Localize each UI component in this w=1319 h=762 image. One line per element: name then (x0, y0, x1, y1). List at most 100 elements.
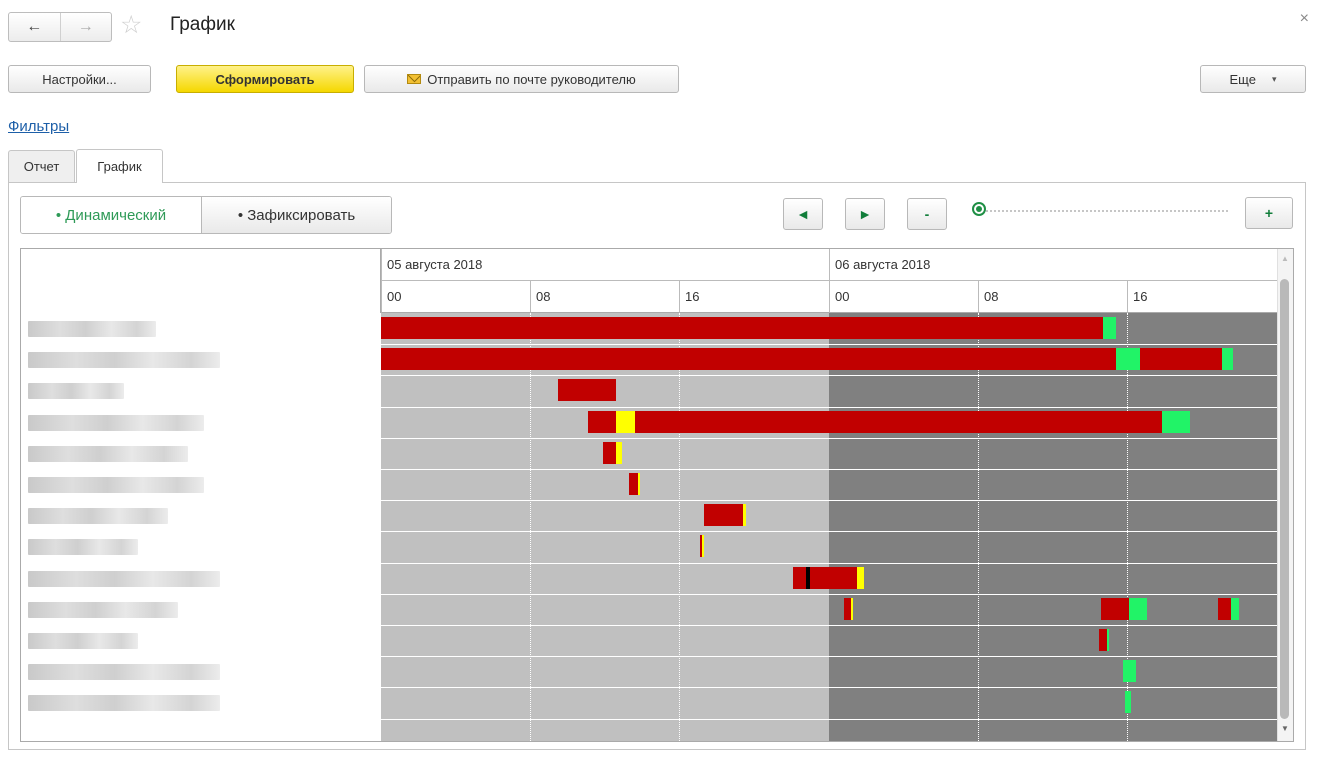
tab-chart-label: График (97, 159, 142, 174)
resource-name-redacted (28, 477, 204, 493)
zoom-slider-handle[interactable] (972, 202, 986, 216)
day-background (381, 313, 829, 741)
resource-name-redacted (28, 571, 220, 587)
gantt-bar-green[interactable] (1123, 660, 1137, 682)
resource-name-redacted (28, 664, 220, 680)
close-icon[interactable]: × (1299, 10, 1309, 27)
resource-name-redacted (28, 383, 124, 399)
gantt-row-separator (21, 563, 1277, 564)
resource-name-redacted (28, 352, 220, 368)
hour-header: 00 (829, 281, 978, 313)
gantt-bar-green[interactable] (1115, 348, 1140, 370)
resource-name-redacted (28, 695, 220, 711)
gantt-bar-yellow[interactable] (616, 411, 635, 433)
more-button-label: Еще (1229, 71, 1256, 87)
hour-header: 00 (381, 281, 530, 313)
scrollbar-thumb[interactable] (1280, 279, 1289, 719)
gantt-bar-green[interactable] (1128, 598, 1148, 620)
gantt-bar-red[interactable] (1140, 348, 1223, 370)
gantt-bar-green[interactable] (1222, 348, 1234, 370)
gantt-bar-black[interactable] (806, 567, 810, 589)
scroll-down-arrow-icon[interactable]: ▼ (1281, 724, 1289, 733)
date-header: 06 августа 2018 (829, 249, 1277, 281)
gantt-bar-green[interactable] (1162, 411, 1191, 433)
gantt-bar-red[interactable] (793, 567, 807, 589)
minus-icon: - (924, 206, 930, 222)
gantt-row-separator (21, 344, 1277, 345)
gantt-row-separator (21, 594, 1277, 595)
resource-name-redacted (28, 539, 138, 555)
dynamic-mode-button[interactable]: • Динамический (21, 197, 201, 233)
fix-mode-button[interactable]: • Зафиксировать (201, 197, 391, 233)
favorite-star-icon[interactable]: ☆ (120, 11, 143, 39)
day-background (829, 313, 1277, 741)
gantt-gridline (1127, 313, 1128, 741)
more-button[interactable]: Еще ▾ (1200, 65, 1306, 93)
triangle-left-icon: ◄ (796, 206, 810, 222)
gantt-bar-green[interactable] (1102, 317, 1116, 339)
gantt-row-separator (21, 469, 1277, 470)
gantt-bar-red[interactable] (634, 411, 1163, 433)
gantt-row-separator (21, 500, 1277, 501)
gantt-gridline (530, 313, 531, 741)
gantt-bar-red[interactable] (810, 567, 857, 589)
gantt-bar-red[interactable] (843, 598, 851, 620)
gantt-bar-red[interactable] (699, 535, 702, 557)
hour-header: 16 (679, 281, 829, 313)
forward-arrow-icon[interactable]: → (59, 13, 112, 41)
gantt-gridline (978, 313, 979, 741)
send-to-manager-label: Отправить по почте руководителю (427, 71, 636, 87)
gantt-bar-red[interactable] (558, 379, 613, 401)
gantt-bar-yellow[interactable] (616, 442, 622, 464)
gantt-bar-red[interactable] (612, 379, 616, 401)
hour-header: 16 (1127, 281, 1277, 313)
gantt-row-separator (21, 687, 1277, 688)
gantt-bar-red[interactable] (703, 504, 743, 526)
tab-report[interactable]: Отчет (8, 150, 75, 182)
settings-button[interactable]: Настройки... (8, 65, 151, 93)
gantt-bar-red[interactable] (1218, 598, 1232, 620)
gantt-row-separator (21, 407, 1277, 408)
gantt-bar-red[interactable] (1099, 629, 1107, 651)
gantt-row-separator (21, 531, 1277, 532)
filters-link[interactable]: Фильтры (8, 118, 70, 135)
gantt-header-corner (21, 249, 381, 313)
hour-header: 08 (530, 281, 679, 313)
scroll-up-arrow-icon[interactable]: ▲ (1281, 254, 1289, 263)
zoom-slider-track[interactable] (982, 210, 1228, 212)
gantt-bar-yellow[interactable] (856, 567, 865, 589)
gantt-bar-red[interactable] (381, 348, 1116, 370)
gantt-bar-red[interactable] (629, 473, 639, 495)
resource-name-redacted (28, 633, 138, 649)
gantt-bar-green[interactable] (1106, 629, 1109, 651)
back-arrow-icon[interactable]: ← (26, 18, 43, 35)
tab-chart[interactable]: График (76, 149, 163, 183)
settings-button-label: Настройки... (42, 71, 117, 87)
plus-icon: + (1264, 205, 1274, 221)
history-nav: ← → (8, 12, 112, 42)
send-to-manager-button[interactable]: Отправить по почте руководителю (364, 65, 679, 93)
gantt-bar-red[interactable] (602, 442, 616, 464)
mode-toggle: • Динамический • Зафиксировать (20, 196, 392, 234)
gantt-row-separator (21, 719, 1277, 720)
gantt-bar-red[interactable] (381, 317, 1103, 339)
gantt-bar-yellow[interactable] (851, 598, 853, 620)
gantt-bar-yellow[interactable] (638, 473, 641, 495)
triangle-right-icon: ► (858, 206, 872, 222)
scroll-right-button[interactable]: ► (845, 198, 885, 230)
page-title: График (170, 14, 235, 35)
scroll-left-button[interactable]: ◄ (783, 198, 823, 230)
gantt-row-separator (21, 375, 1277, 376)
gantt-bar-green[interactable] (1125, 691, 1131, 713)
gantt-bar-red[interactable] (588, 411, 616, 433)
gantt-bar-yellow[interactable] (701, 535, 704, 557)
generate-button[interactable]: Сформировать (176, 65, 354, 93)
gantt-bar-red[interactable] (1100, 598, 1129, 620)
gantt-bar-yellow[interactable] (742, 504, 747, 526)
tab-panel (8, 182, 1306, 750)
gantt-bar-green[interactable] (1231, 598, 1239, 620)
gantt-row-separator (21, 625, 1277, 626)
zoom-in-button[interactable]: + (1245, 197, 1293, 229)
zoom-out-button[interactable]: - (907, 198, 947, 230)
hour-header: 08 (978, 281, 1127, 313)
